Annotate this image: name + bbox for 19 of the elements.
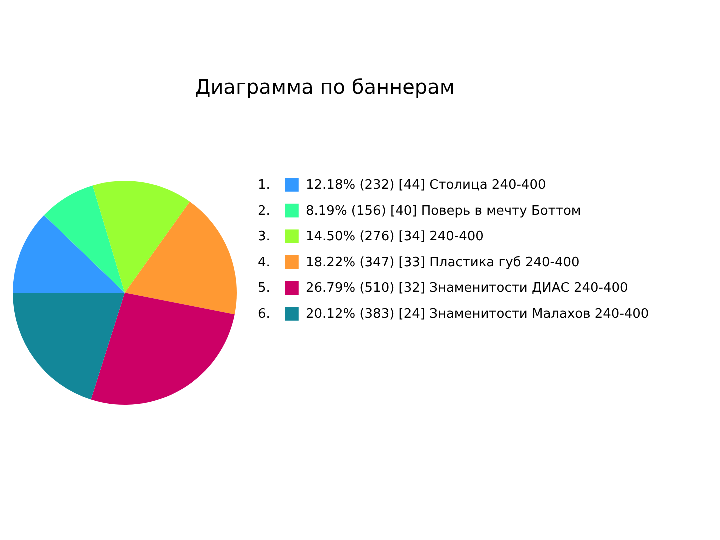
text: 4. [258, 255, 270, 270]
text: 1. [258, 178, 270, 193]
legend-label: 14.50% (276) [34] 240-400 [306, 230, 484, 245]
legend-label: 18.22% (347) [33] Пластика губ 240-400 [306, 255, 580, 270]
pie-slice [125, 202, 237, 315]
pie-slice [13, 293, 125, 400]
legend-label: 26.79% (510) [32] Знаменитости ДИАС 240-400 [306, 281, 628, 296]
text: 3. [258, 230, 270, 245]
legend-label: 8.19% (156) [40] Поверь в мечту Боттом [306, 204, 582, 219]
pie-slice [13, 215, 125, 293]
text: 6. [258, 307, 270, 322]
text: 2. [258, 204, 270, 219]
pie-slice [92, 181, 190, 293]
chart-title: Диаграмма по баннерам [195, 75, 455, 99]
pie-slice [91, 293, 235, 405]
text: 5. [258, 281, 270, 296]
legend-label: 20.12% (383) [24] Знаменитости Малахов 240-400 [306, 307, 650, 322]
legend-label: 12.18% (232) [44] Столица 240-400 [306, 178, 546, 193]
pie-slice [44, 186, 125, 293]
